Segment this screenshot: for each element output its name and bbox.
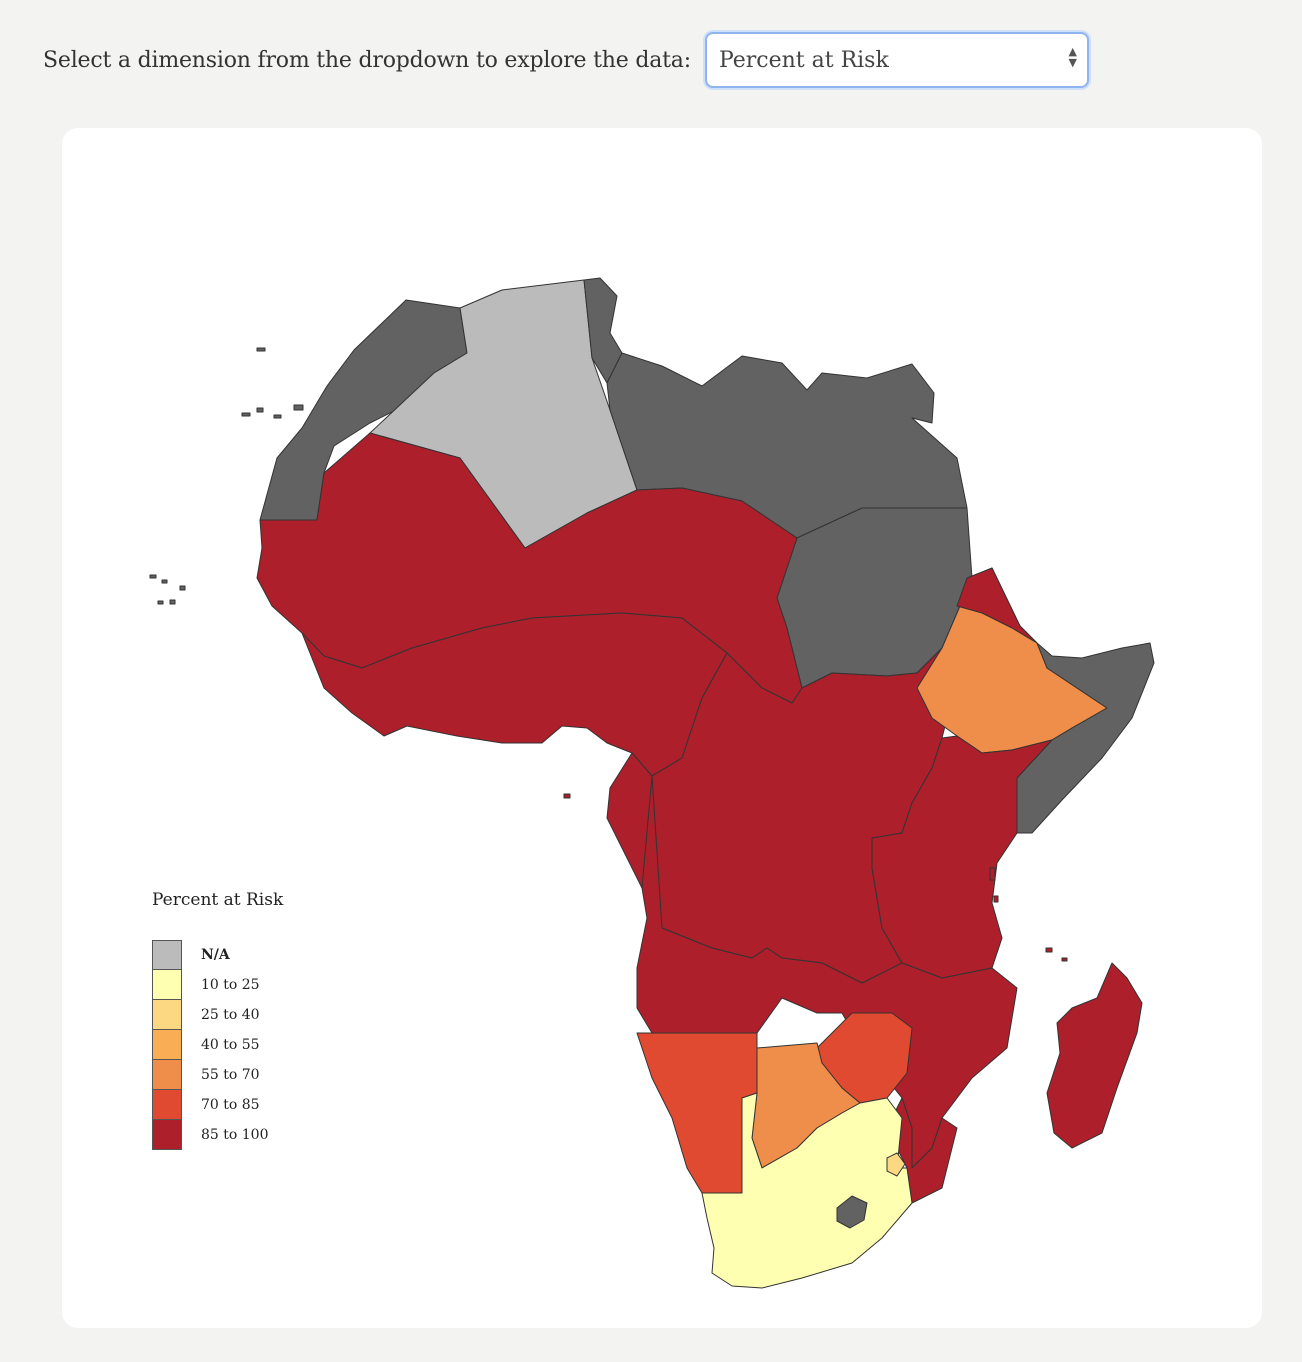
legend-swatch <box>152 970 182 1000</box>
region-somalia[interactable] <box>1016 642 1155 834</box>
map-card: Percent at Risk N/A 10 to 25 25 to 40 40… <box>62 128 1262 1328</box>
legend-label: 25 to 40 <box>201 1007 260 1023</box>
legend-swatch <box>152 1000 182 1030</box>
region-lesotho[interactable] <box>836 1195 868 1229</box>
legend-swatch <box>152 1120 182 1150</box>
legend-item: 25 to 40 <box>152 1000 283 1030</box>
region-namibia[interactable] <box>636 1032 758 1194</box>
region-eritrea[interactable] <box>956 567 1038 644</box>
africa-map <box>149 277 1155 1289</box>
dropdown-arrows-icon: ▲ ▼ <box>1068 45 1077 69</box>
legend-item: 85 to 100 <box>152 1120 283 1150</box>
legend-label: 40 to 55 <box>201 1037 260 1053</box>
legend-item: N/A <box>152 940 283 970</box>
region-mozambique-south[interactable] <box>886 1097 958 1204</box>
region-east-africa[interactable] <box>871 735 1053 979</box>
legend-item: 70 to 85 <box>152 1090 283 1120</box>
dimension-prompt: Select a dimension from the dropdown to … <box>43 47 691 73</box>
map-legend: Percent at Risk N/A 10 to 25 25 to 40 40… <box>152 890 283 1150</box>
legend-item: 10 to 25 <box>152 970 283 1000</box>
legend-label: 55 to 70 <box>201 1067 260 1083</box>
legend-label: 85 to 100 <box>201 1127 269 1143</box>
region-madagascar[interactable] <box>1046 962 1143 1149</box>
region-tunisia[interactable] <box>583 277 623 384</box>
legend-item: 55 to 70 <box>152 1060 283 1090</box>
legend-item: 40 to 55 <box>152 1030 283 1060</box>
legend-swatch <box>152 1090 182 1120</box>
region-canary-islands <box>241 347 304 419</box>
legend-label: N/A <box>201 947 230 963</box>
legend-swatch <box>152 1060 182 1090</box>
legend-swatch <box>152 1030 182 1060</box>
dropdown-selected-value: Percent at Risk <box>718 47 889 73</box>
region-cape-verde <box>149 574 186 605</box>
legend-label: 10 to 25 <box>201 977 260 993</box>
legend-label: 70 to 85 <box>201 1097 260 1113</box>
controls-bar: Select a dimension from the dropdown to … <box>43 32 1089 88</box>
region-eswatini[interactable] <box>886 1152 906 1177</box>
legend-swatch <box>152 940 182 970</box>
region-south-africa[interactable] <box>701 1092 913 1289</box>
legend-title: Percent at Risk <box>152 890 284 910</box>
region-small-islands <box>563 793 1068 962</box>
dimension-dropdown[interactable]: Percent at Risk ▲ ▼ <box>704 32 1089 88</box>
